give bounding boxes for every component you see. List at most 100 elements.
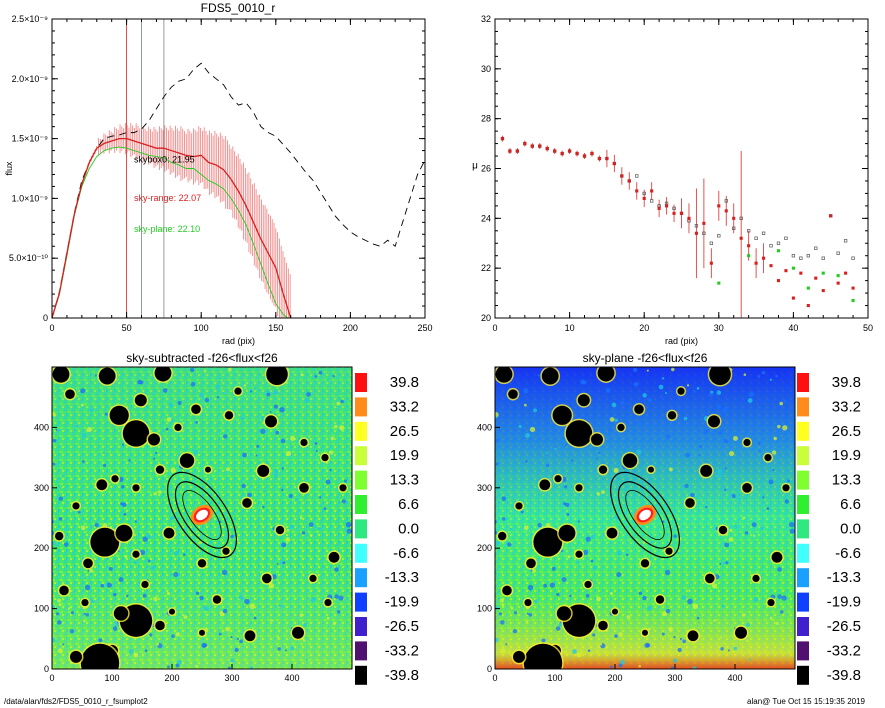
noise-speckle — [319, 496, 322, 499]
noise-speckle — [717, 469, 722, 474]
data-point — [575, 152, 579, 156]
noise-speckle — [728, 537, 734, 542]
aperture-ellipse — [625, 490, 665, 540]
data-point — [747, 254, 751, 258]
star-mask — [328, 551, 340, 563]
noise-speckle — [142, 593, 147, 598]
noise-speckle — [775, 374, 778, 378]
noise-speckle — [618, 632, 623, 637]
colorbar-swatch — [355, 543, 367, 563]
noise-speckle — [336, 610, 341, 614]
colorbar-swatch — [797, 421, 809, 441]
noise-speckle — [84, 577, 87, 580]
noise-speckle — [784, 499, 789, 504]
plot-frame — [51, 366, 353, 670]
noise-speckle — [338, 595, 344, 601]
noise-speckle — [52, 530, 55, 536]
noise-speckle — [611, 402, 617, 408]
y-tick-label: 400 — [477, 422, 492, 432]
noise-speckle — [771, 450, 777, 455]
data-point — [799, 271, 803, 275]
data-point — [642, 196, 646, 200]
noise-speckle — [108, 566, 113, 571]
noise-speckle — [150, 565, 155, 570]
noise-speckle — [153, 492, 157, 496]
noise-speckle — [510, 607, 514, 610]
star-mask — [199, 629, 205, 636]
noise-speckle — [345, 521, 352, 528]
noise-speckle — [567, 555, 571, 559]
noise-speckle — [737, 497, 742, 501]
noise-speckle — [128, 649, 134, 654]
data-point — [821, 271, 825, 275]
star-mask — [111, 475, 119, 483]
noise-speckle — [571, 649, 577, 654]
star-mask — [498, 531, 507, 541]
noise-speckle — [724, 542, 730, 548]
colorbar-label: 13.3 — [390, 472, 419, 489]
y-tick-label: 20 — [481, 313, 491, 323]
x-tick-label: 100 — [104, 673, 119, 683]
noise-speckle — [676, 551, 680, 555]
noise-speckle — [344, 479, 347, 483]
star-mask — [622, 453, 638, 468]
noise-speckle — [242, 452, 247, 458]
noise-speckle — [706, 490, 709, 493]
noise-speckle — [280, 438, 286, 444]
data-point — [702, 221, 706, 225]
star-mask — [154, 367, 172, 382]
noise-speckle — [336, 401, 340, 406]
colorbar-label: -19.9 — [827, 594, 861, 611]
noise-speckle — [724, 488, 727, 492]
star-mask — [132, 550, 140, 558]
x-tick-label: 300 — [224, 673, 239, 683]
data-point — [799, 256, 803, 260]
noise-speckle — [685, 452, 690, 458]
colorbar-label: 6.6 — [398, 496, 419, 513]
noise-speckle — [546, 463, 550, 467]
data-point — [791, 254, 796, 258]
data-point — [732, 216, 736, 220]
noise-speckle — [523, 525, 529, 531]
noise-speckle — [716, 390, 722, 395]
y-tick-label: 100 — [34, 604, 49, 614]
star-mask — [526, 558, 536, 569]
noise-speckle — [326, 378, 330, 381]
noise-speckle — [564, 485, 568, 489]
colorbar-label: 6.6 — [840, 496, 861, 513]
star-mask — [72, 502, 80, 510]
star-mask — [742, 483, 752, 493]
star-mask — [324, 598, 332, 607]
noise-speckle — [256, 444, 260, 448]
noise-speckle — [545, 452, 548, 455]
aperture-ellipse — [610, 471, 680, 559]
noise-speckle — [290, 524, 295, 529]
noise-speckle — [133, 560, 137, 565]
data-point — [776, 279, 781, 283]
y-tick-label: 26 — [481, 164, 491, 174]
star-mask — [292, 626, 304, 639]
noise-speckle — [748, 658, 751, 661]
aperture-ellipse — [617, 481, 673, 549]
noise-speckle — [587, 649, 591, 653]
colorbar-label: -13.3 — [385, 569, 419, 586]
noise-speckle — [533, 599, 538, 604]
x-tick-label: 400 — [284, 673, 299, 683]
noise-speckle — [709, 392, 714, 397]
noise-speckle — [121, 502, 127, 508]
noise-speckle — [111, 447, 114, 451]
data-point — [776, 249, 781, 253]
noise-speckle — [518, 424, 522, 429]
noise-speckle — [742, 613, 746, 617]
noise-speckle — [495, 637, 499, 643]
noise-speckle — [281, 488, 284, 492]
noise-speckle — [543, 583, 548, 588]
noise-speckle — [749, 392, 754, 397]
colorbar-swatch — [797, 495, 809, 514]
noise-speckle — [94, 374, 97, 377]
star-mask — [640, 559, 650, 568]
noise-speckle — [616, 572, 622, 578]
star-mask — [141, 580, 149, 589]
noise-speckle — [249, 603, 256, 610]
noise-speckle — [528, 613, 533, 617]
